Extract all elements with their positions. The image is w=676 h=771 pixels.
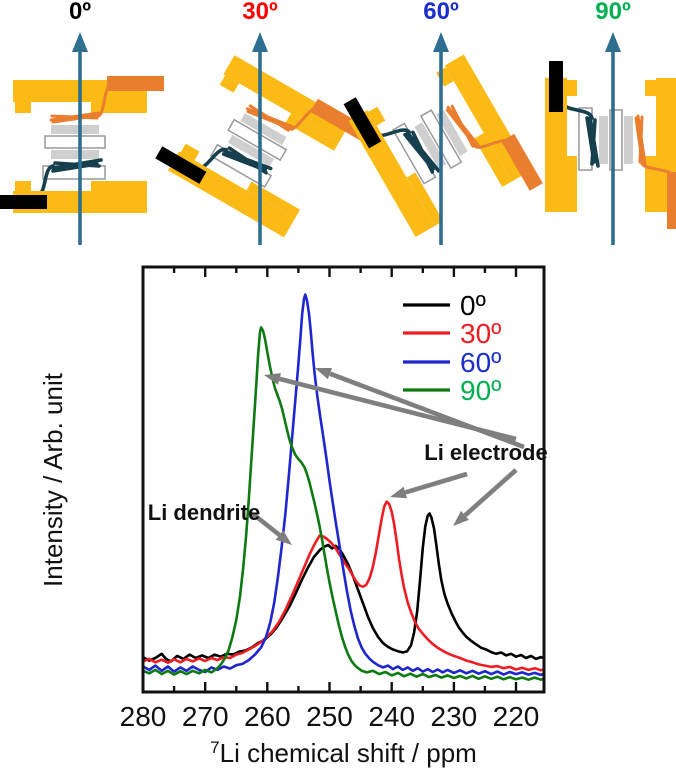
cell-orientation-diagram bbox=[0, 32, 164, 245]
annotation-arrow-shaft bbox=[329, 371, 525, 450]
bottom-coil bbox=[35, 158, 103, 198]
annotation-li-dendrite: Li dendrite bbox=[148, 500, 260, 525]
angle-panel-0: 0º bbox=[0, 0, 165, 250]
orange-lead bbox=[501, 133, 543, 191]
x-tick-label: 220 bbox=[493, 701, 540, 732]
cell-orientation-diagram bbox=[343, 32, 543, 245]
x-tick-label: 230 bbox=[431, 701, 478, 732]
cell-stack bbox=[545, 61, 676, 229]
magnetic-field-arrow bbox=[72, 32, 88, 245]
top-clamp-foot-left bbox=[645, 80, 656, 96]
top-clamp-foot-right bbox=[645, 156, 656, 212]
separator-1 bbox=[624, 116, 633, 164]
angle-panel-60: 60º bbox=[343, 0, 543, 250]
bottom-clamp-foot-right bbox=[406, 172, 444, 227]
angle-label: 60º bbox=[423, 0, 459, 25]
top-coil bbox=[245, 104, 319, 132]
top-clamp bbox=[223, 55, 351, 142]
angle-label: 90º bbox=[595, 0, 631, 25]
black-lead bbox=[549, 61, 563, 112]
black-lead bbox=[343, 97, 382, 149]
x-tick-label: 280 bbox=[120, 701, 167, 732]
angle-label: 0º bbox=[68, 0, 92, 25]
top-clamp-foot-right bbox=[91, 102, 147, 113]
annotation-arrow-shaft bbox=[463, 468, 518, 518]
bottom-coil bbox=[560, 100, 600, 168]
top-coil bbox=[634, 114, 676, 178]
bottom-clamp-foot-right bbox=[91, 181, 147, 191]
top-coil bbox=[445, 104, 511, 149]
bottom-clamp-foot-left bbox=[567, 80, 577, 96]
orange-lead bbox=[107, 76, 164, 91]
separator-2 bbox=[227, 134, 274, 167]
annotation-arrow-head bbox=[453, 510, 469, 526]
annotation-arrow-head bbox=[275, 530, 292, 545]
bottom-clamp-foot-left bbox=[15, 181, 31, 191]
nmr-spectra-chart: 280 270 260 250 240 230 220 7Li chemical shift … bbox=[38, 265, 548, 768]
spectrum-curve-60º bbox=[141, 293, 546, 677]
x-tick-label: 250 bbox=[306, 701, 353, 732]
bottom-clamp-foot-right bbox=[567, 156, 577, 212]
orange-lead bbox=[667, 172, 676, 229]
x-axis-title: 7Li chemical shift / ppm bbox=[210, 738, 477, 768]
angle-panel-30: 30º bbox=[155, 0, 368, 250]
x-tick-label: 240 bbox=[368, 701, 415, 732]
annotation-arrow-shaft bbox=[251, 512, 281, 537]
cell-orientation-diagram bbox=[545, 32, 676, 245]
separator-1 bbox=[436, 109, 468, 156]
legend-label-0º: 0º bbox=[460, 290, 486, 321]
cell-stack bbox=[0, 76, 164, 213]
angle-label: 30º bbox=[242, 0, 278, 25]
legend-label-30º: 30º bbox=[460, 318, 501, 349]
top-clamp-foot-left bbox=[219, 75, 240, 93]
bottom-clamp-foot-left bbox=[368, 106, 386, 126]
black-lead bbox=[0, 195, 47, 209]
annotation-arrow-shaft bbox=[404, 471, 468, 495]
y-axis-title: Intensity / Arb. unit bbox=[38, 372, 68, 587]
annotation-arrow-head bbox=[315, 368, 333, 380]
plot-frame bbox=[141, 265, 546, 694]
separator-2 bbox=[51, 150, 99, 159]
separator-1 bbox=[240, 113, 287, 145]
black-lead bbox=[155, 146, 207, 184]
magnetic-field-arrow bbox=[252, 32, 268, 245]
bottom-clamp-foot-left bbox=[180, 143, 200, 161]
x-tick-label: 260 bbox=[244, 701, 291, 732]
cell-stack bbox=[155, 55, 368, 238]
separator-1 bbox=[51, 125, 99, 134]
spectrum-curve-90º bbox=[141, 326, 546, 682]
bottom-coil bbox=[373, 128, 441, 174]
legend-label-60º: 60º bbox=[460, 347, 501, 378]
spectrum-curve-30º bbox=[141, 500, 546, 672]
separator-2 bbox=[599, 116, 608, 164]
bottom-coil bbox=[195, 146, 273, 175]
separator-2 bbox=[414, 122, 447, 169]
annotation-arrow-head bbox=[264, 373, 281, 385]
electrode-1 bbox=[44, 135, 106, 149]
magnetic-field-arrow bbox=[605, 32, 621, 245]
annotation-arrow-head bbox=[390, 486, 407, 499]
cell-orientation-diagram bbox=[155, 32, 368, 245]
legend-label-90º: 90º bbox=[460, 375, 501, 406]
x-tick-label: 270 bbox=[182, 701, 229, 732]
top-clamp-foot-left bbox=[15, 102, 31, 113]
orange-lead bbox=[310, 98, 368, 141]
angle-panel-90: 90º bbox=[528, 0, 676, 250]
top-coil bbox=[49, 82, 113, 124]
cell-stack bbox=[343, 54, 543, 238]
annotation-li-electrode: Li electrode bbox=[424, 440, 547, 465]
magnetic-field-arrow bbox=[433, 32, 449, 245]
